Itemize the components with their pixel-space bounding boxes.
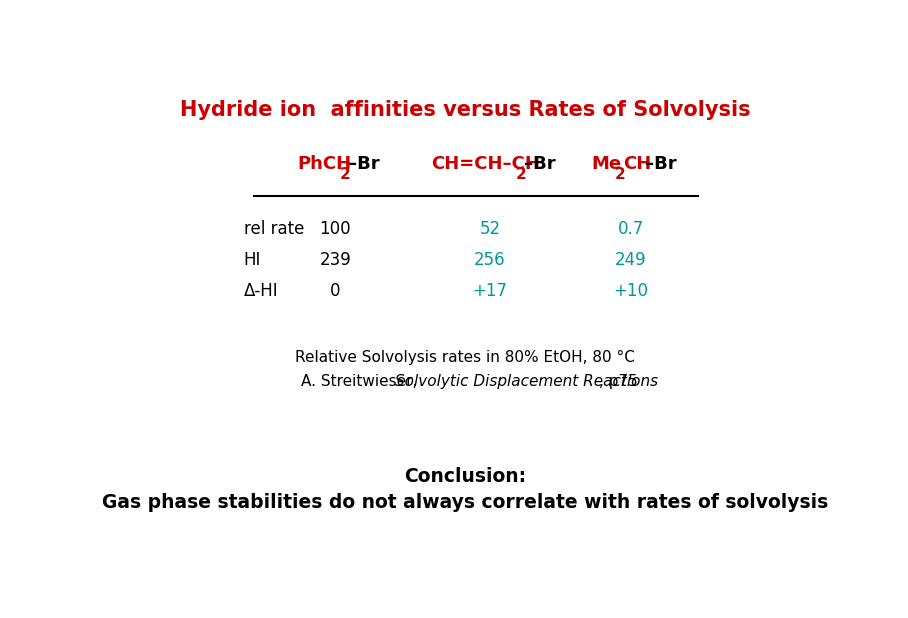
Text: +17: +17 [472, 282, 508, 300]
Text: 249: 249 [615, 251, 646, 269]
Text: –Br: –Br [348, 155, 380, 173]
Text: 2: 2 [516, 167, 527, 182]
Text: 2: 2 [340, 167, 350, 182]
Text: 100: 100 [320, 220, 351, 238]
Text: Gas phase stabilities do not always correlate with rates of solvolysis: Gas phase stabilities do not always corr… [103, 493, 828, 512]
Text: CH: CH [624, 155, 652, 173]
Text: CH=CH–CH: CH=CH–CH [431, 155, 540, 173]
Text: Conclusion:: Conclusion: [404, 467, 527, 486]
Text: 256: 256 [474, 251, 506, 269]
Text: PhCH: PhCH [298, 155, 352, 173]
Text: rel rate: rel rate [243, 220, 304, 238]
Text: , p75: , p75 [599, 374, 638, 389]
Text: 0: 0 [330, 282, 340, 300]
Text: Hydride ion  affinities versus Rates of Solvolysis: Hydride ion affinities versus Rates of S… [180, 100, 751, 121]
Text: 0.7: 0.7 [617, 220, 644, 238]
Text: Δ-HI: Δ-HI [243, 282, 279, 300]
Text: Solvolytic Displacement Reactions: Solvolytic Displacement Reactions [395, 374, 658, 389]
Text: 239: 239 [320, 251, 351, 269]
Text: –Br: –Br [646, 155, 676, 173]
Text: Me: Me [592, 155, 622, 173]
Text: 52: 52 [479, 220, 500, 238]
Text: Relative Solvolysis rates in 80% EtOH, 80 °C: Relative Solvolysis rates in 80% EtOH, 8… [295, 350, 636, 365]
Text: +10: +10 [613, 282, 648, 300]
Text: A. Streitwieser,: A. Streitwieser, [301, 374, 422, 389]
Text: 2: 2 [615, 167, 626, 182]
Text: –Br: –Br [524, 155, 556, 173]
Text: HI: HI [243, 251, 262, 269]
